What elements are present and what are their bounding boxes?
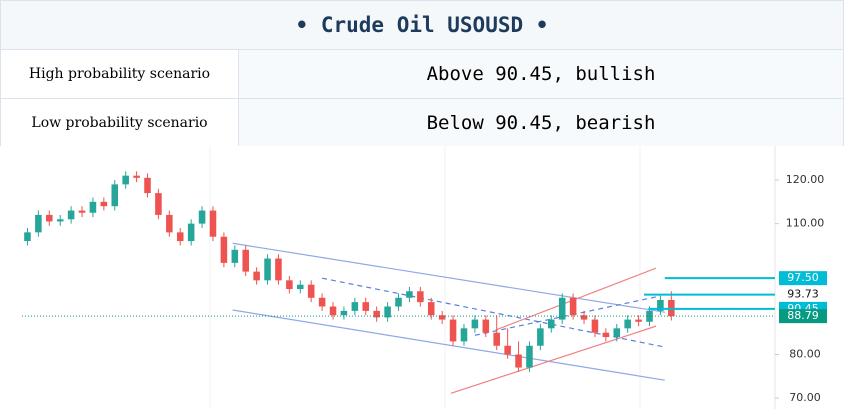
candle-body — [340, 310, 348, 316]
candle-body — [635, 319, 642, 322]
candle-body — [427, 302, 435, 316]
candle-body — [220, 236, 228, 263]
candle-body — [133, 175, 140, 178]
candle-body — [493, 332, 500, 346]
candle-body — [24, 232, 31, 242]
candle-body — [406, 291, 413, 298]
candle-body — [548, 319, 555, 329]
candle-body — [591, 319, 599, 333]
candle-body — [526, 345, 533, 368]
y-tick-label: 120.00 — [786, 173, 825, 186]
candle-body — [395, 297, 402, 307]
y-tick-label: 70.00 — [789, 391, 821, 404]
title: Crude Oil USOUSD — [320, 13, 524, 37]
candle-body — [275, 258, 282, 281]
candle-body — [35, 214, 42, 233]
table-row: High probability scenario Above 90.45, b… — [0, 50, 844, 99]
candle-body — [56, 219, 64, 222]
candle-body — [613, 328, 621, 338]
candle-body — [264, 258, 271, 281]
candle-body — [286, 280, 293, 290]
cell: Low probability scenario — [1, 99, 239, 147]
level-box — [779, 309, 827, 324]
candle-body — [624, 319, 631, 329]
candle-body — [318, 297, 326, 307]
candle-body — [537, 328, 544, 346]
candle-body — [504, 345, 511, 355]
candle-body — [329, 306, 337, 316]
candle-body — [67, 210, 75, 220]
chart: 70.0080.00110.00120.0097.5093.7390.4588.… — [0, 146, 844, 409]
candle-body — [602, 332, 610, 338]
candle-body — [657, 299, 664, 311]
candle-body — [482, 319, 490, 333]
candle-body — [176, 232, 184, 242]
candle-body — [471, 319, 479, 329]
candle-body — [198, 210, 206, 224]
candle-body — [449, 319, 457, 342]
trendline — [450, 325, 657, 394]
table-row: Low probability scenario Below 90.45, be… — [0, 99, 844, 148]
candle-body — [231, 249, 239, 263]
cell: Above 90.45, bullish — [239, 50, 843, 98]
header: • Crude Oil USOUSD • — [0, 0, 844, 50]
candle-body — [384, 306, 391, 318]
candle-body — [253, 271, 260, 281]
candle-body — [351, 302, 359, 311]
candle-body — [209, 210, 217, 237]
candle-body — [438, 315, 446, 320]
candle-body — [144, 177, 151, 194]
candle-body — [187, 223, 195, 242]
candle-body — [373, 310, 380, 318]
level-label: 97.50 — [787, 271, 819, 284]
candle-body — [307, 284, 315, 298]
cell: Below 90.45, bearish — [239, 99, 843, 147]
level-label: 93.73 — [787, 288, 819, 301]
trendline — [232, 242, 665, 313]
candle-body — [166, 214, 173, 233]
candle-body — [89, 201, 97, 213]
trendline — [232, 309, 665, 381]
level-label: 88.79 — [787, 309, 819, 322]
candle-body — [297, 284, 304, 290]
y-tick-label: 80.00 — [789, 347, 821, 360]
candle-body — [362, 302, 370, 311]
candle-body — [515, 354, 522, 368]
candle-body — [558, 297, 566, 320]
y-tick-label: 110.00 — [786, 217, 825, 230]
candle-body — [78, 210, 86, 213]
level-box — [779, 271, 827, 286]
candle-body — [417, 291, 424, 303]
candle-body — [46, 214, 53, 222]
candle-body — [155, 193, 162, 215]
cell: High probability scenario — [1, 50, 239, 98]
candle-body — [580, 315, 588, 320]
candle-body — [569, 297, 577, 316]
candle-body — [242, 249, 249, 272]
candle-body — [460, 328, 468, 342]
candle-body — [100, 201, 108, 207]
candle-body — [111, 184, 119, 207]
candle-body — [122, 175, 129, 185]
